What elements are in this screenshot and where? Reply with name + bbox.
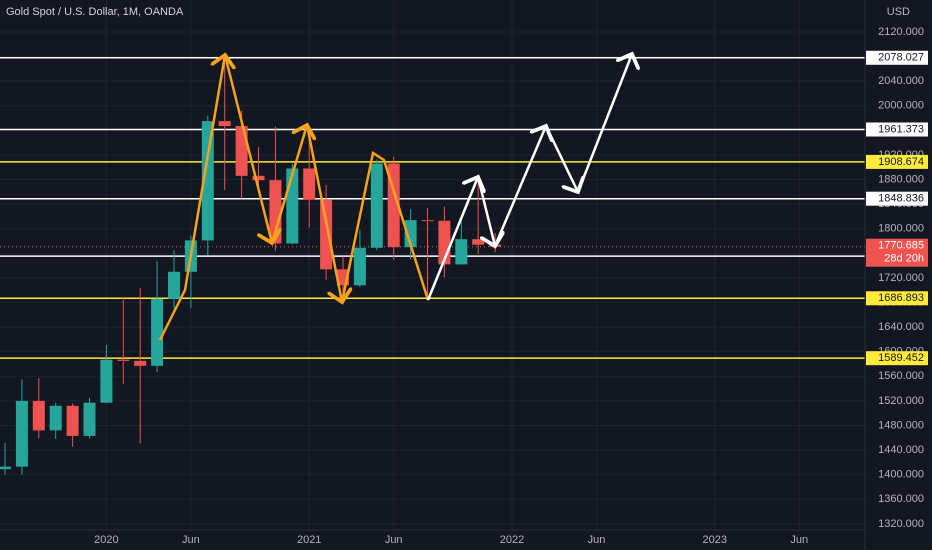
y-tick-label: 2000.000 [878, 100, 924, 112]
x-tick-label: Jun [790, 534, 808, 546]
candle-body [151, 298, 164, 366]
y-tick-label: 2040.000 [878, 75, 924, 87]
orange-zigzag [340, 150, 430, 303]
y-tick-label: 1520.000 [878, 395, 924, 407]
x-tick-label: 2020 [94, 534, 118, 546]
orange-zigzag [305, 124, 342, 302]
x-tick-label: 2023 [703, 534, 727, 546]
candle-body [117, 359, 130, 361]
y-tick-label: 1360.000 [878, 493, 924, 505]
y-tick-label: 2120.000 [878, 26, 924, 38]
y-tick-label: 1720.000 [878, 272, 924, 284]
candle-body [370, 163, 383, 248]
currency: USD [887, 6, 910, 18]
y-tick-label: 1400.000 [878, 469, 924, 481]
candle-body [455, 239, 468, 265]
level-label-box [866, 154, 928, 169]
level-label: 1908.674 [878, 156, 924, 168]
last-price-box [866, 238, 928, 267]
white-projection [426, 177, 478, 301]
candle-body [100, 359, 113, 403]
y-tick-label: 1800.000 [878, 223, 924, 235]
candle-body [66, 405, 79, 436]
level-label-box [866, 50, 928, 65]
candle-body [269, 180, 282, 244]
x-tick-label: Jun [588, 534, 606, 546]
level-label: 1961.373 [878, 123, 924, 135]
candle-body [0, 466, 11, 470]
price-axis [865, 0, 932, 550]
candle-body [15, 400, 28, 467]
level-label-box [866, 122, 928, 137]
y-tick-label: 1640.000 [878, 321, 924, 333]
level-label-box [866, 291, 928, 306]
candle-body [32, 400, 45, 431]
y-tick-label: 1480.000 [878, 419, 924, 431]
candle-body [252, 175, 265, 181]
y-tick-label: 1320.000 [878, 518, 924, 530]
candle-body [320, 199, 333, 270]
level-label-box [866, 191, 928, 206]
candle-body [421, 220, 434, 222]
x-tick-label: Jun [182, 534, 200, 546]
candle-body [49, 405, 62, 431]
candle-body [472, 239, 485, 245]
candle-body [303, 168, 316, 200]
candle-body [201, 121, 214, 241]
white-projection [576, 54, 632, 193]
candle-body [404, 220, 417, 248]
x-tick-label: 2022 [500, 534, 524, 546]
candle-body [286, 168, 299, 244]
white-projection [493, 126, 546, 247]
white-projection [544, 125, 578, 192]
orange-zigzag [158, 55, 225, 341]
drawings [158, 54, 632, 341]
level-label: 1848.836 [878, 193, 924, 205]
candle-body [134, 360, 147, 366]
candle-body [353, 247, 366, 286]
countdown: 28d 20h [884, 253, 924, 265]
last-price-label: 1770.685 [878, 240, 924, 252]
orange-zigzag [270, 125, 307, 244]
level-label-box [866, 351, 928, 366]
x-tick-label: Jun [385, 534, 403, 546]
orange-zigzag [223, 54, 272, 243]
white-projection [476, 176, 495, 246]
x-tick-label: 2021 [297, 534, 321, 546]
y-tick-label: 1560.000 [878, 370, 924, 382]
y-tick-label: 1440.000 [878, 444, 924, 456]
candle-body [168, 271, 180, 299]
y-tick-label: 1880.000 [878, 173, 924, 185]
level-label: 2078.027 [878, 52, 924, 64]
level-label: 1589.452 [878, 352, 924, 364]
level-label: 1686.893 [878, 292, 924, 304]
candle-body [218, 121, 231, 127]
candle-body [83, 402, 96, 436]
chart-title: Gold Spot / U.S. Dollar, 1M, OANDA [6, 6, 184, 18]
